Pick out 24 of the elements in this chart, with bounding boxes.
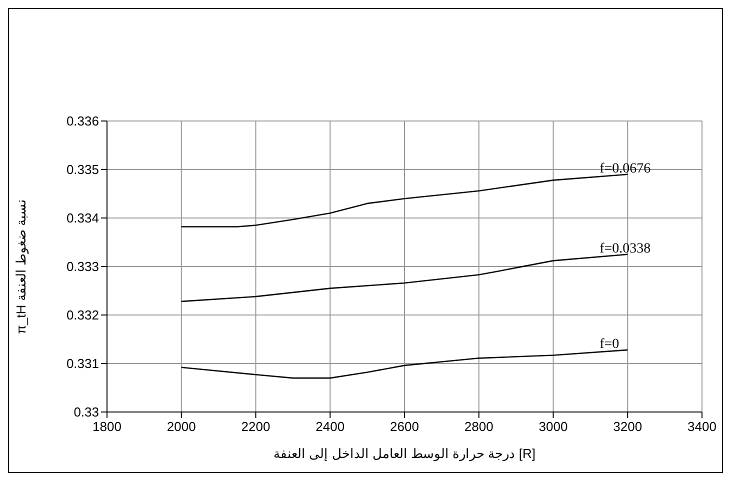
series-label: f=0 (600, 336, 620, 352)
y-tick-label: 0.331 (66, 356, 99, 372)
y-tick-label: 0.336 (66, 114, 99, 129)
x-tick-label: 3200 (613, 419, 642, 434)
line-series (180, 174, 628, 228)
x-tick-label: 3000 (538, 419, 568, 434)
x-tick-label: 2800 (464, 419, 494, 434)
x-tick-label: 2600 (390, 419, 419, 434)
y-axis-title: π_tH نسبة ضغوط العنفة (14, 198, 30, 334)
y-tick-label: 0.333 (66, 259, 99, 274)
y-tick-label: 0.33 (74, 404, 99, 420)
line-series (180, 254, 628, 302)
line-series (180, 349, 628, 379)
x-tick-label: 2400 (316, 419, 345, 434)
series-label: f=0.0676 (600, 161, 651, 176)
x-axis-title: درجة حرارة الوسط العامل الداخل إلى العنفة [R] (274, 446, 536, 462)
x-tick-label: 2200 (241, 419, 270, 434)
x-tick-label: 1800 (92, 419, 122, 434)
series-label: f=0.0338 (600, 241, 651, 256)
y-tick-label: 0.335 (66, 162, 99, 178)
y-tick-label: 0.334 (66, 210, 99, 226)
x-tick-label: 3400 (688, 419, 716, 434)
x-tick-label: 2000 (166, 419, 196, 434)
y-tick-label: 0.332 (66, 308, 99, 323)
